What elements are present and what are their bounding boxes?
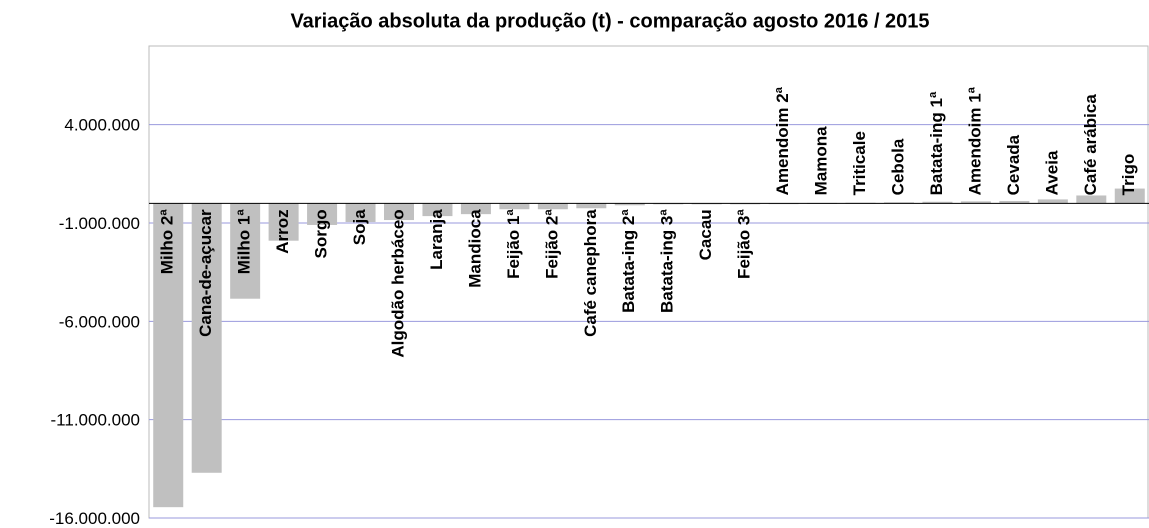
x-tick-label: Café arábica [1081, 94, 1100, 196]
x-tick-label: Feijão 2ª [542, 209, 561, 279]
x-tick-label: Arroz [273, 209, 292, 253]
x-tick-label: Batata-ing 3ª [658, 209, 677, 313]
y-tick-label: 4.000.000 [64, 116, 140, 135]
x-tick-label: Batata-ing 1ª [927, 91, 946, 195]
bar [345, 203, 376, 223]
bar [1114, 188, 1145, 204]
x-tick-label: Café canephora [581, 209, 600, 337]
x-tick-label: Milho 2ª [158, 209, 177, 275]
x-tick-label: Mamona [812, 126, 831, 196]
bar [1037, 199, 1068, 204]
bar [307, 203, 338, 225]
x-tick-label: Aveia [1042, 150, 1061, 195]
bar [537, 203, 568, 210]
bar [384, 203, 414, 221]
x-tick-label: Feijão 3ª [735, 209, 754, 279]
bar [230, 203, 261, 299]
x-tick-label: Milho 1ª [235, 209, 254, 275]
x-tick-label: Cacau [696, 209, 715, 260]
x-tick-label: Trigo [1119, 154, 1138, 196]
x-tick-label: Laranja [427, 209, 446, 270]
x-tick-label: Soja [350, 209, 369, 245]
x-tick-label: Batata-ing 2ª [619, 209, 638, 313]
chart-title: Variação absoluta da produção (t) - comp… [290, 10, 929, 32]
x-tick-label: Cebola [888, 138, 907, 195]
bar [999, 200, 1030, 204]
bar [191, 203, 222, 473]
x-tick-label: Amendoim 2ª [773, 86, 792, 195]
bar [460, 203, 491, 215]
bar [268, 203, 299, 241]
bar [960, 201, 991, 204]
x-tick-label: Sorgo [312, 209, 331, 258]
plot-area [148, 45, 1149, 519]
x-tick-label: Cana-de-açucar [196, 209, 215, 337]
x-tick-label: Triticale [850, 131, 869, 195]
bar [922, 201, 953, 204]
x-tick-label: Cevada [1004, 134, 1023, 195]
bar [1076, 195, 1107, 204]
y-tick-label: -11.000.000 [51, 411, 140, 430]
bar [499, 203, 530, 210]
y-tick-label: -6.000.000 [59, 312, 140, 331]
x-tick-label: Feijão 1ª [504, 209, 523, 279]
y-tick-label: -1.000.000 [59, 214, 140, 233]
bar [422, 203, 453, 217]
bar [576, 203, 607, 209]
bar [614, 203, 645, 206]
bar [153, 203, 184, 508]
x-tick-label: Amendoim 1ª [965, 86, 984, 195]
x-tick-label: Algodão herbáceo [388, 209, 407, 357]
x-tick-label: Mandioca [465, 209, 484, 288]
y-tick-label: -16.000.000 [49, 509, 140, 528]
